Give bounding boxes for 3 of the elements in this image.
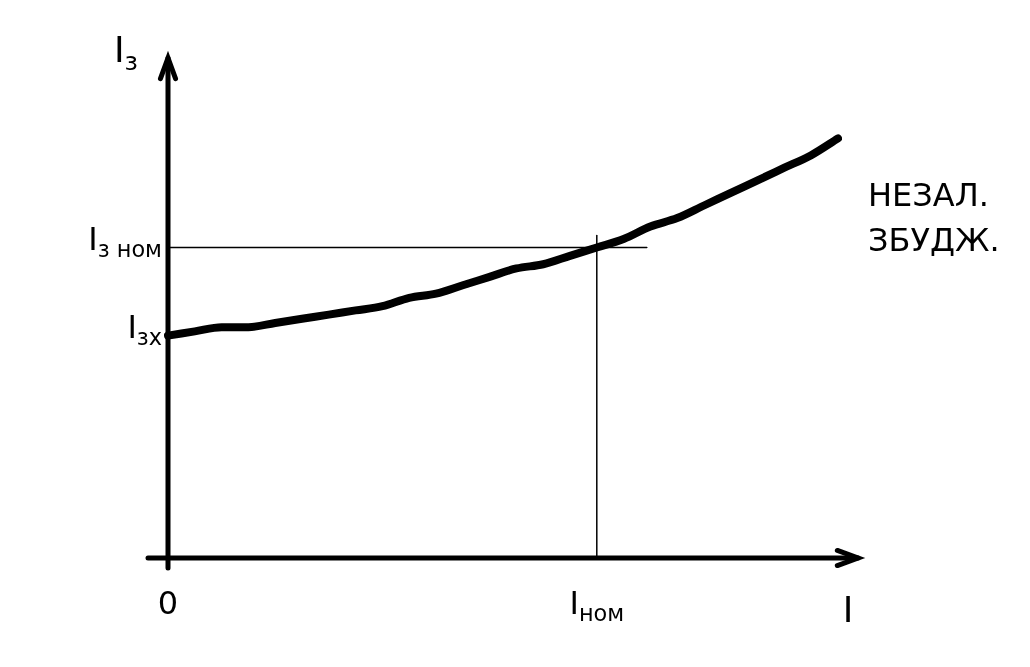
x-tick-label: 0 [157, 584, 179, 623]
text: НЕЗАЛ. ЗБУДЖ. [868, 176, 1000, 260]
x-axis-title: I [842, 589, 854, 631]
